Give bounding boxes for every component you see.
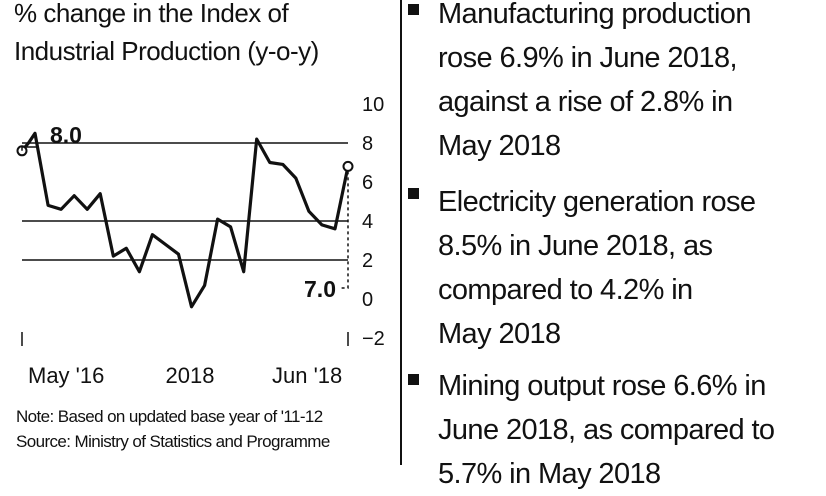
data-point	[320, 223, 324, 227]
bullet-text-line: 5.7% in May 2018	[438, 458, 661, 490]
series-line	[20, 131, 350, 309]
bullet-square-icon	[408, 188, 419, 199]
note-line: Note: Based on updated base year of '11-…	[16, 407, 323, 426]
y-tick-label: 0	[362, 289, 373, 311]
bullet-text-line: May 2018	[438, 130, 561, 162]
data-point	[125, 247, 128, 250]
x-tick-label: 2018	[166, 363, 215, 388]
data-point	[46, 204, 50, 207]
data-point	[27, 141, 30, 145]
chart-notes: Note: Based on updated base year of '11-…	[16, 404, 396, 454]
data-point	[112, 254, 115, 258]
bullet-text-line: Electricity generation rose	[438, 186, 756, 218]
bullet-text-line: Manufacturing production	[438, 0, 751, 30]
data-point	[268, 161, 271, 164]
bullet-text-line: 8.5% in June 2018, as	[438, 230, 713, 262]
x-tick-label: Jun '18	[272, 363, 342, 388]
data-point	[333, 227, 337, 230]
annotation-label-start: 8.0	[50, 122, 82, 148]
iip-line-chart: 10 8 6 4 2 0 −2 May '16 2018 Jun '18 8.0 7.0	[16, 94, 385, 388]
bullet-text-line: Mining output rose 6.6% in	[438, 370, 766, 402]
data-point	[281, 163, 284, 166]
data-point	[242, 270, 245, 273]
data-point	[203, 284, 206, 287]
data-point	[164, 243, 167, 246]
end-marker	[342, 160, 354, 172]
column-divider	[400, 0, 402, 465]
y-tick-label: 8	[362, 133, 373, 155]
bullet-text-line: against a rise of 2.8% in	[438, 86, 733, 118]
data-point	[99, 192, 102, 195]
data-point	[138, 270, 141, 273]
data-point	[151, 233, 154, 236]
chart-title: % change in the Index of Industrial Prod…	[14, 0, 319, 66]
annotation-label-end: 7.0	[304, 276, 336, 302]
data-point	[59, 208, 63, 211]
bullet-square-icon	[408, 374, 419, 385]
data-point	[177, 252, 180, 256]
bullet-text-line: May 2018	[438, 318, 561, 350]
bullet-text-line: compared to 4.2% in	[438, 274, 693, 306]
data-point	[216, 217, 219, 221]
bullet-text-line: June 2018, as compared to	[438, 414, 775, 446]
annotation-leader	[340, 171, 349, 289]
y-tick-label: 10	[362, 94, 384, 116]
y-tick-label: 6	[362, 172, 373, 194]
data-point	[294, 176, 298, 180]
data-point	[229, 225, 232, 229]
data-point	[255, 137, 258, 141]
bullet-square-icon	[408, 4, 419, 15]
y-tick-label: −2	[362, 328, 385, 350]
y-tick-label: 2	[362, 250, 373, 272]
bullet-text-line: rose 6.9% in June 2018,	[438, 42, 738, 74]
data-point	[72, 194, 76, 197]
data-point	[190, 305, 193, 308]
data-point	[33, 132, 37, 135]
annotation-leader	[21, 146, 36, 151]
y-tick-label: 4	[362, 211, 373, 233]
source-line: Source: Ministry of Statistics and Progr…	[16, 432, 330, 451]
data-point	[307, 210, 311, 213]
x-tick-label: May '16	[28, 363, 104, 388]
data-point	[86, 208, 89, 211]
